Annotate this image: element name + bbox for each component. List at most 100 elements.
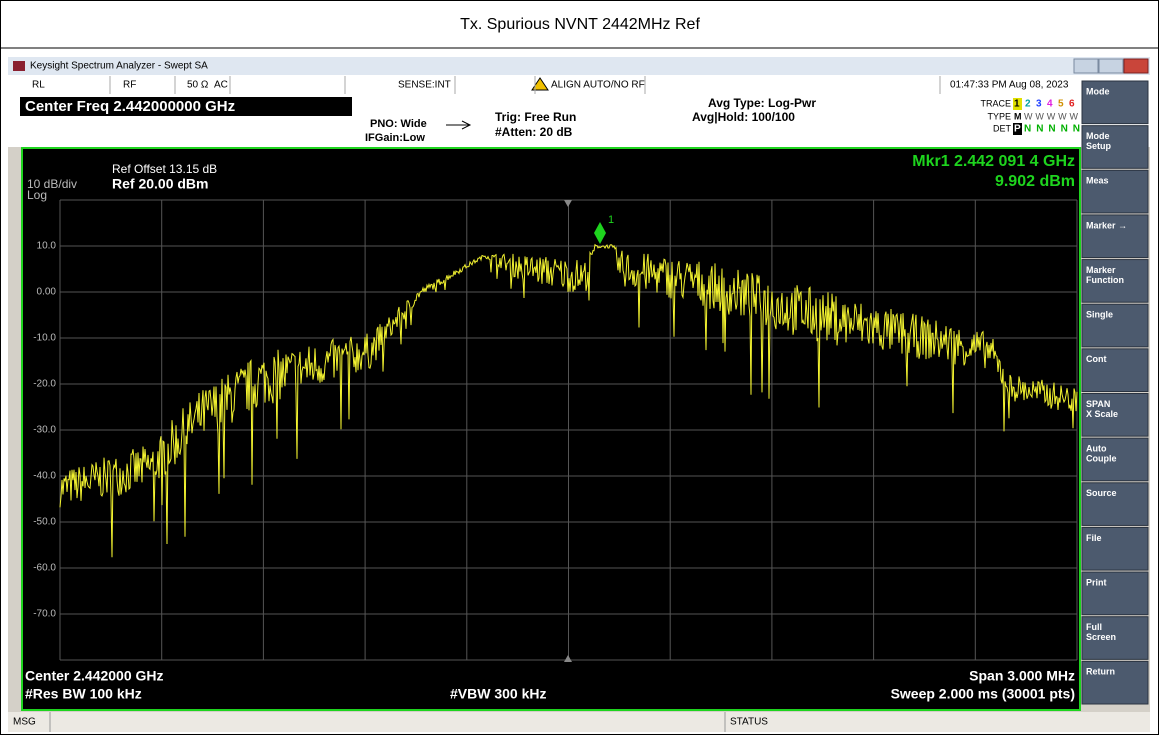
softkey-label: Cont — [1086, 354, 1107, 364]
softkey-label: Meas — [1086, 176, 1109, 186]
softkey-label: Auto — [1086, 444, 1107, 454]
type-box — [1013, 111, 1081, 123]
sweep: Sweep 2.000 ms (30001 pts) — [891, 686, 1075, 702]
center-freq: Center Freq 2.442000000 GHz — [25, 98, 235, 115]
softkey-label: Mode — [1086, 131, 1110, 141]
trace-1-box — [1013, 98, 1022, 110]
type-mode: M — [1014, 111, 1022, 121]
window-titlebar — [8, 57, 1150, 75]
softkey[interactable] — [1081, 348, 1149, 393]
det-box — [1013, 123, 1022, 135]
trace-number: 6 — [1069, 99, 1075, 110]
det-values: NNNNN — [1024, 124, 1080, 135]
softkey-label: Full — [1086, 622, 1102, 632]
avg-type: Avg Type: Log-Pwr — [708, 96, 816, 110]
softkey-label: Print — [1086, 577, 1107, 587]
softkey-label: Marker → — [1086, 220, 1127, 230]
toolbar — [8, 75, 1150, 95]
coupling: AC — [214, 80, 228, 91]
minimize-button[interactable] — [1073, 58, 1099, 74]
softkey-label: Setup — [1086, 141, 1112, 151]
trig-icon — [446, 120, 472, 130]
marker-freq: Mkr1 2.442 091 4 GHz — [912, 153, 1075, 170]
ref-level: Ref 20.00 dBm — [112, 176, 208, 192]
softkey-label: Couple — [1086, 454, 1117, 464]
softkey[interactable] — [1081, 125, 1149, 169]
vbw: #VBW 300 kHz — [450, 686, 546, 702]
trace-number: 5 — [1058, 99, 1064, 110]
trig: Trig: Free Run — [495, 110, 576, 124]
align: ALIGN AUTO/NO RF — [551, 80, 645, 91]
log: Log — [27, 188, 47, 202]
app-icon — [13, 61, 25, 71]
softkey-label: Single — [1086, 310, 1113, 320]
report-title: Tx. Spurious NVNT 2442MHz Ref — [460, 16, 700, 33]
softkey[interactable] — [1081, 571, 1149, 616]
trace-number: 4 — [1047, 99, 1053, 110]
softkey-label: X Scale — [1086, 409, 1118, 419]
softkey[interactable] — [1081, 616, 1149, 660]
maximize-button[interactable] — [1098, 58, 1124, 74]
softkey[interactable] — [1081, 259, 1149, 303]
y-label: 10.0 — [37, 241, 57, 252]
softkey-label: Screen — [1086, 632, 1116, 642]
center-marker-bottom — [564, 655, 572, 662]
marker-id: 1 — [608, 214, 614, 226]
display — [21, 147, 1081, 711]
y-label: -50.0 — [33, 517, 56, 528]
ifgain: IFGain:Low — [365, 132, 425, 144]
sense: SENSE:INT — [398, 80, 451, 91]
softkey-label: Return — [1086, 667, 1115, 677]
softkey-label: File — [1086, 533, 1102, 543]
y-label: -20.0 — [33, 379, 56, 390]
warning-icon — [531, 77, 549, 91]
center-freq-box — [20, 97, 352, 116]
window-title: Keysight Spectrum Analyzer - Swept SA — [30, 61, 208, 72]
softkey[interactable] — [1081, 80, 1149, 125]
det-label: DET — [993, 123, 1012, 133]
pno: PNO: Wide — [370, 118, 427, 130]
close-button[interactable] — [1123, 58, 1149, 74]
softkey[interactable] — [1081, 437, 1149, 482]
center: Center 2.442000 GHz — [25, 668, 164, 684]
ref-offset: Ref Offset 13.15 dB — [112, 162, 217, 176]
softkey[interactable] — [1081, 660, 1149, 705]
softkey-label: Function — [1086, 275, 1124, 285]
trace-number: 1 — [1014, 99, 1020, 110]
softkey[interactable] — [1081, 393, 1149, 437]
avg-hold: Avg|Hold: 100/100 — [692, 110, 795, 124]
y-label: 0.00 — [37, 287, 57, 298]
scale: 10 dB/div — [27, 177, 77, 191]
graticule — [59, 199, 1078, 661]
softkey-label: SPAN — [1086, 399, 1110, 409]
y-label: -60.0 — [33, 563, 56, 574]
softkey[interactable] — [1081, 482, 1149, 526]
type-wave: WWWWW — [1024, 111, 1079, 121]
det-mode: P — [1014, 124, 1021, 135]
softkey[interactable] — [1081, 214, 1149, 259]
softkey[interactable] — [1081, 303, 1149, 348]
rl: RL — [32, 80, 45, 91]
datetime: 01:47:33 PM Aug 08, 2023 — [950, 80, 1069, 91]
impedance: 50 Ω — [187, 80, 209, 91]
softkey-label: Source — [1086, 488, 1117, 498]
trace — [59, 243, 1078, 558]
status-status: STATUS — [730, 717, 768, 728]
softkey[interactable] — [1081, 526, 1149, 571]
type-label: TYPE — [987, 111, 1011, 121]
status-bar — [8, 712, 1150, 732]
rf: RF — [123, 80, 136, 91]
status-msg: MSG — [13, 717, 36, 728]
trace-label: TRACE — [980, 98, 1011, 108]
marker-diamond — [594, 222, 606, 244]
center-marker-top — [564, 200, 572, 207]
marker-level: 9.902 dBm — [995, 173, 1075, 190]
span: Span 3.000 MHz — [969, 668, 1075, 684]
y-label: -40.0 — [33, 471, 56, 482]
softkey-label: Marker — [1086, 265, 1116, 275]
y-label: -10.0 — [33, 333, 56, 344]
y-label: -30.0 — [33, 425, 56, 436]
trace-number: 3 — [1036, 99, 1042, 110]
softkey[interactable] — [1081, 169, 1149, 214]
